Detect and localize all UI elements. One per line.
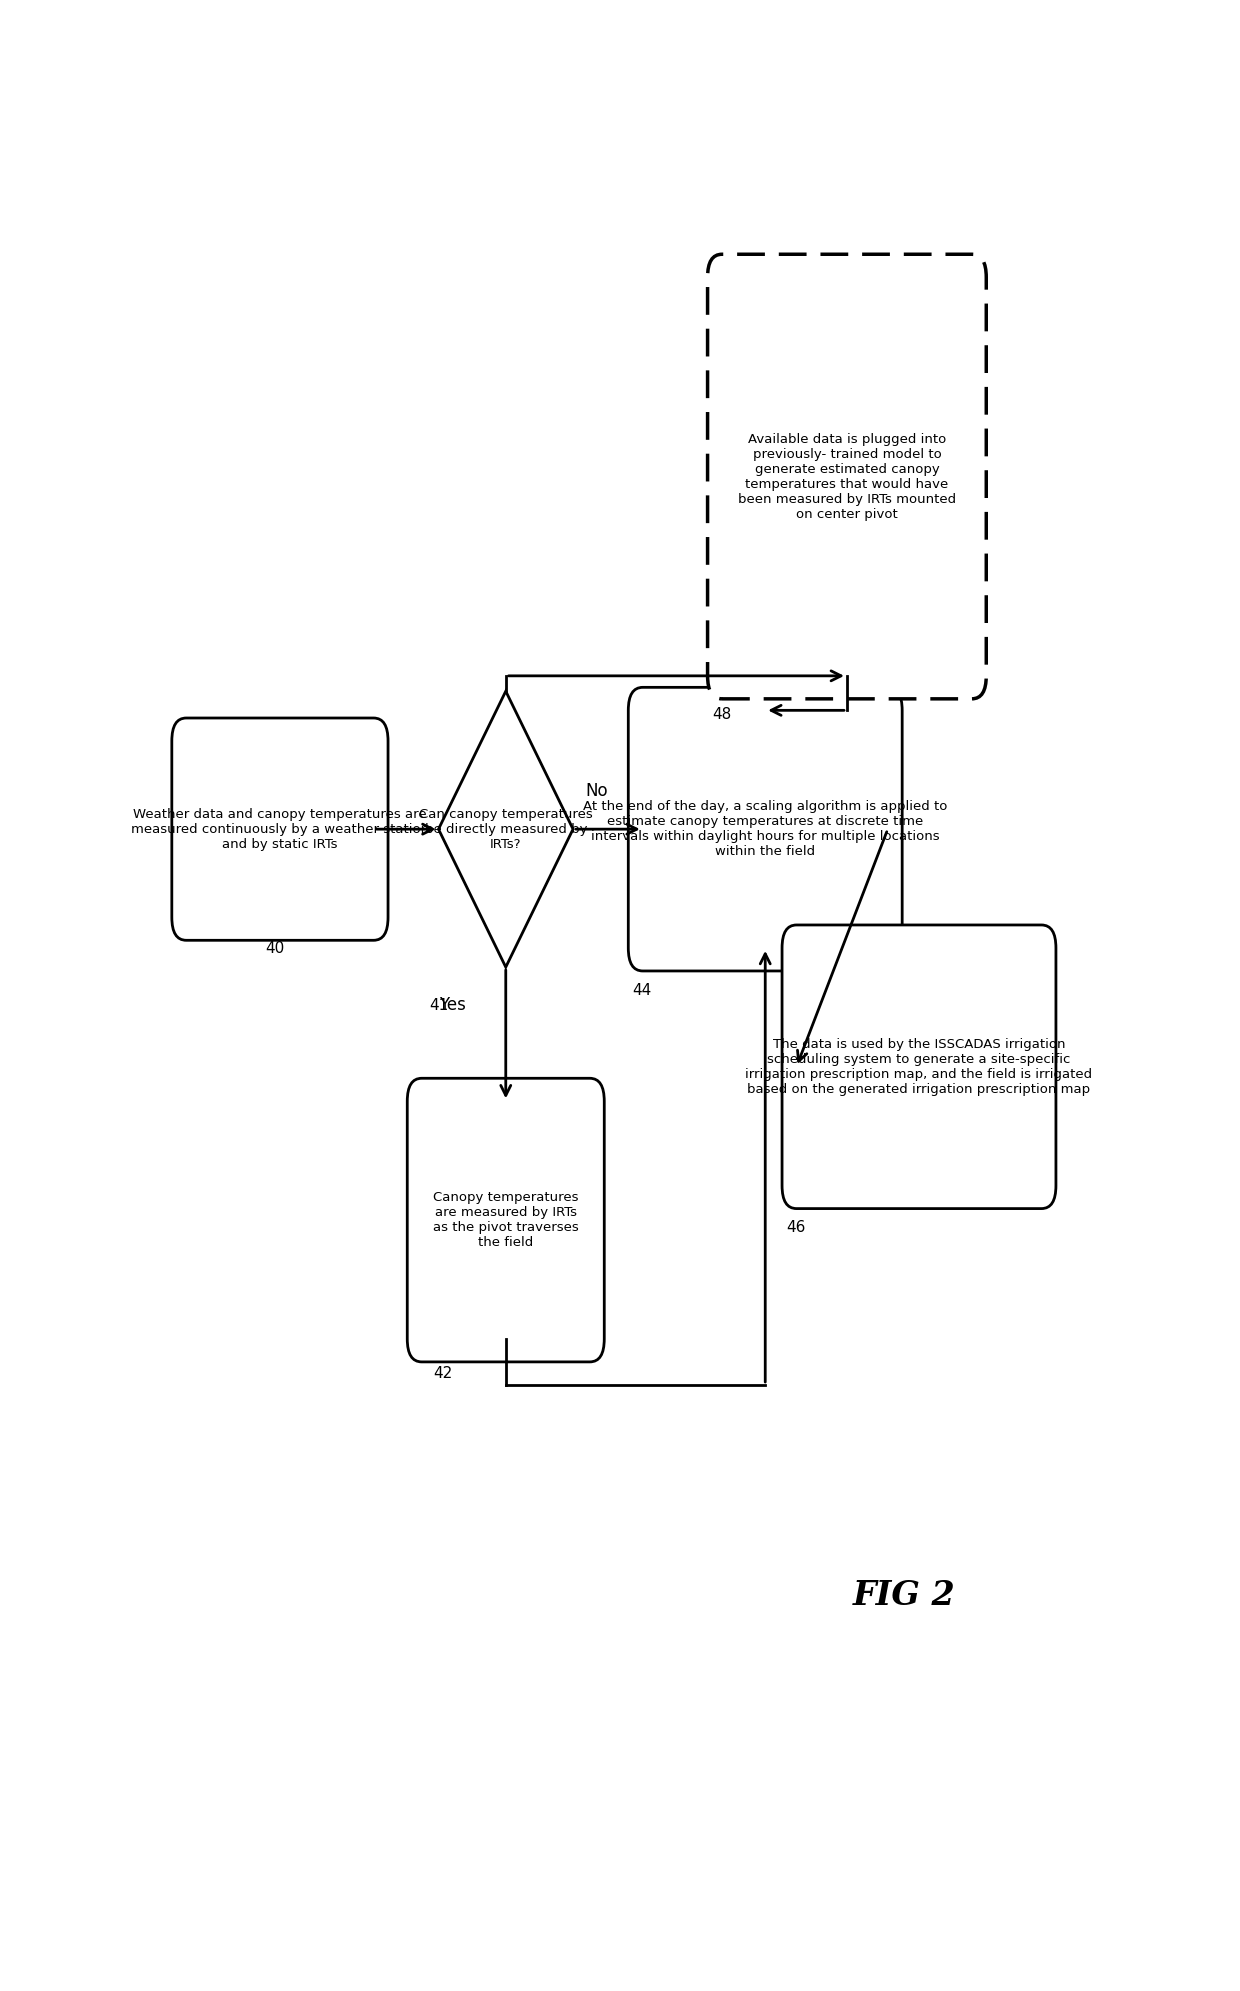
FancyBboxPatch shape bbox=[629, 687, 903, 972]
Text: 41: 41 bbox=[429, 997, 448, 1013]
Text: Canopy temperatures
are measured by IRTs
as the pivot traverses
the field: Canopy temperatures are measured by IRTs… bbox=[433, 1191, 579, 1248]
Text: 42: 42 bbox=[434, 1366, 453, 1382]
Text: Yes: Yes bbox=[439, 996, 466, 1015]
Text: FIG 2: FIG 2 bbox=[853, 1579, 956, 1613]
FancyBboxPatch shape bbox=[782, 926, 1056, 1209]
Text: At the end of the day, a scaling algorithm is applied to
estimate canopy tempera: At the end of the day, a scaling algorit… bbox=[583, 800, 947, 858]
Text: Can canopy temperatures
be directly measured by
IRTs?: Can canopy temperatures be directly meas… bbox=[419, 808, 593, 850]
FancyBboxPatch shape bbox=[407, 1079, 604, 1362]
Text: Weather data and canopy temperatures are
measured continuously by a weather stat: Weather data and canopy temperatures are… bbox=[131, 808, 429, 850]
FancyBboxPatch shape bbox=[172, 719, 388, 940]
Text: 46: 46 bbox=[786, 1220, 806, 1234]
FancyBboxPatch shape bbox=[708, 255, 986, 699]
Text: 40: 40 bbox=[265, 942, 285, 956]
Text: 48: 48 bbox=[712, 707, 732, 721]
Text: No: No bbox=[585, 782, 609, 800]
Text: 44: 44 bbox=[632, 984, 652, 997]
Text: The data is used by the ISSCADAS irrigation
scheduling system to generate a site: The data is used by the ISSCADAS irrigat… bbox=[745, 1037, 1092, 1095]
Text: Available data is plugged into
previously- trained model to
generate estimated c: Available data is plugged into previousl… bbox=[738, 432, 956, 520]
Polygon shape bbox=[439, 691, 573, 968]
